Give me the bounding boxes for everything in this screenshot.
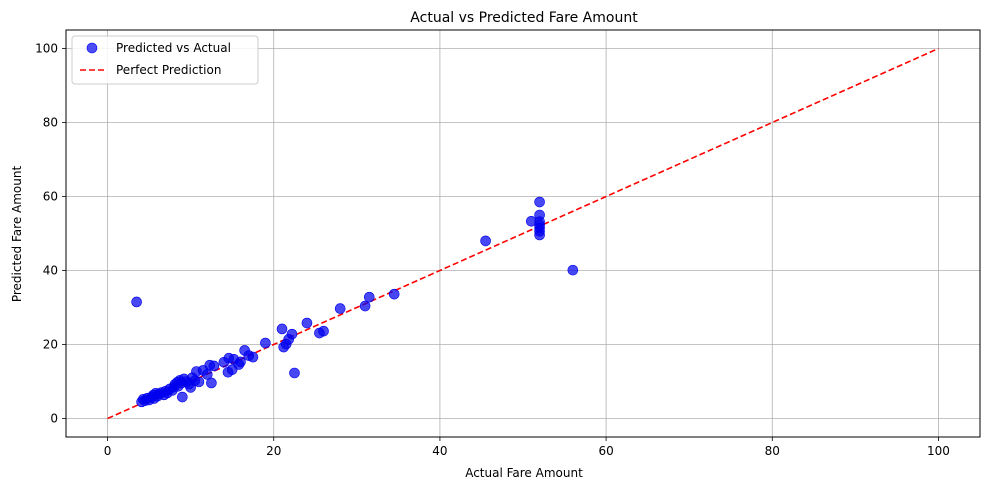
tick-layer: 0 20 40 60 80 100 0 20 40 60 80 100 <box>35 42 950 459</box>
data-point <box>260 337 271 349</box>
data-point <box>480 235 491 247</box>
x-tick-label: 40 <box>432 444 447 458</box>
data-point <box>235 356 246 368</box>
x-tick-label: 20 <box>266 444 281 458</box>
y-tick-label: 100 <box>35 42 58 56</box>
perfect-prediction-line <box>107 47 939 420</box>
data-point <box>334 303 346 314</box>
data-point <box>534 229 545 241</box>
data-point <box>388 288 400 300</box>
x-axis-label: Actual Fare Amount <box>465 466 583 480</box>
legend: Predicted vs Actual Perfect Prediction <box>71 35 259 85</box>
y-tick-label: 0 <box>50 412 58 426</box>
line-layer <box>107 47 939 420</box>
legend-label-scatter: Predicted vs Actual <box>116 41 231 55</box>
x-tick-label: 80 <box>765 444 780 458</box>
y-tick-label: 60 <box>43 190 58 204</box>
legend-label-line: Perfect Prediction <box>116 63 221 77</box>
data-point <box>289 367 300 379</box>
data-point <box>318 325 329 337</box>
grid-layer <box>66 30 980 437</box>
legend-box <box>71 35 259 85</box>
data-point <box>131 296 142 308</box>
data-point <box>177 391 188 403</box>
data-point <box>567 264 579 276</box>
data-point <box>534 196 545 208</box>
plot-frame <box>65 29 981 438</box>
y-axis-label: Predicted Fare Amount <box>10 166 24 303</box>
data-point <box>276 323 288 335</box>
data-point <box>363 291 375 303</box>
y-tick-label: 40 <box>43 264 58 278</box>
x-tick-label: 60 <box>598 444 613 458</box>
chart-title: Actual vs Predicted Fare Amount <box>410 10 638 26</box>
legend-marker-scatter <box>86 42 98 54</box>
y-tick-label: 80 <box>43 116 58 130</box>
x-tick-label: 0 <box>104 444 112 458</box>
point-layer <box>131 196 579 408</box>
data-point <box>301 317 313 329</box>
data-point <box>286 328 298 340</box>
data-point <box>206 377 217 389</box>
y-tick-label: 20 <box>43 338 58 352</box>
x-tick-label: 100 <box>927 444 950 458</box>
data-point <box>208 360 220 372</box>
data-point <box>359 300 371 312</box>
data-point <box>247 351 259 363</box>
data-point <box>193 376 205 388</box>
